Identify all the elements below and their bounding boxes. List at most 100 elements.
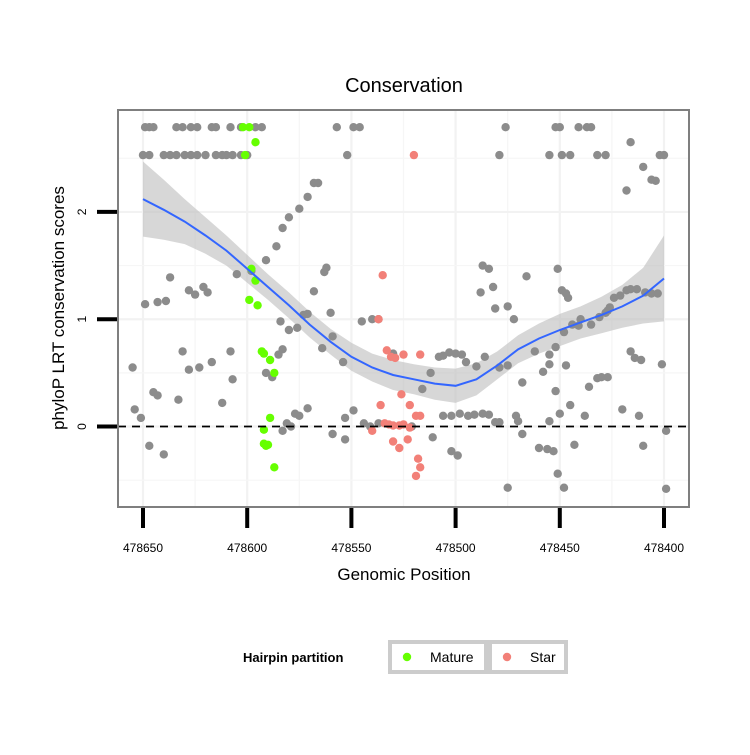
other-point: [636, 355, 646, 365]
other-point: [453, 451, 462, 460]
star-point: [416, 463, 425, 472]
other-point: [165, 273, 175, 282]
other-point: [461, 357, 471, 367]
star-point: [399, 350, 408, 359]
other-point: [661, 426, 671, 435]
mature-point: [240, 150, 250, 160]
x-tick-label: 478500: [436, 541, 476, 555]
x-axis: 478650 478600 478550 478500 478450 478400: [123, 508, 684, 555]
other-point: [553, 469, 562, 478]
other-point: [545, 150, 554, 160]
star-point: [368, 426, 377, 435]
other-point: [145, 441, 154, 450]
other-point: [272, 242, 281, 251]
other-point: [618, 405, 627, 414]
other-point: [534, 443, 544, 453]
other-point: [495, 150, 504, 160]
star-point: [411, 471, 421, 481]
other-point: [172, 123, 181, 132]
other-point: [140, 300, 150, 309]
other-point: [218, 398, 227, 408]
other-point: [549, 447, 558, 456]
other-point: [318, 344, 327, 353]
mature-point: [259, 425, 269, 434]
mature-point: [270, 368, 279, 378]
other-point: [284, 325, 294, 335]
star-point: [391, 353, 400, 363]
legend-key-star: [488, 640, 568, 674]
other-point: [501, 123, 510, 132]
other-point: [616, 291, 625, 300]
other-point: [193, 150, 202, 160]
other-point: [357, 317, 366, 326]
x-tick-label: 478400: [644, 541, 684, 555]
other-point: [180, 150, 189, 160]
other-point: [445, 348, 454, 357]
other-point: [261, 256, 271, 265]
legend-title: Hairpin partition: [243, 650, 343, 665]
other-point: [632, 285, 642, 294]
other-point: [303, 309, 312, 319]
plot-panel-border: [117, 109, 690, 508]
star-point: [409, 150, 419, 160]
other-point: [174, 395, 183, 404]
other-point: [295, 204, 304, 213]
confidence-band-group: [143, 161, 664, 403]
other-point: [349, 406, 358, 415]
other-point: [574, 123, 583, 132]
other-point: [340, 413, 350, 423]
other-point: [553, 264, 562, 273]
other-point: [193, 123, 202, 132]
other-point: [566, 400, 575, 410]
other-point: [278, 426, 287, 435]
other-point: [332, 123, 341, 132]
other-point: [518, 378, 527, 387]
other-point: [570, 440, 579, 449]
other-point: [476, 288, 485, 297]
other-point: [653, 289, 662, 298]
other-point: [661, 484, 671, 493]
mature-point: [251, 138, 260, 147]
other-point: [586, 320, 596, 329]
other-point: [130, 405, 139, 414]
other-point: [586, 123, 596, 132]
other-point: [228, 150, 237, 160]
mature-point: [238, 123, 248, 132]
other-point: [488, 282, 498, 292]
star-point: [413, 454, 423, 463]
other-point: [274, 350, 283, 359]
other-point: [478, 261, 487, 270]
other-point: [374, 419, 383, 428]
other-point: [295, 411, 304, 420]
other-point: [639, 162, 648, 172]
other-point: [368, 315, 377, 324]
other-point: [153, 391, 162, 400]
other-point: [282, 419, 291, 428]
other-point: [190, 290, 200, 299]
points-group: [128, 123, 671, 493]
y-axis-label: phyloP LRT conservation scores: [49, 186, 68, 430]
other-point: [328, 429, 337, 439]
other-point: [545, 350, 554, 359]
x-tick-label: 478600: [227, 541, 267, 555]
mature-point: [261, 441, 271, 450]
other-point: [328, 332, 337, 341]
other-point: [284, 213, 294, 222]
other-point: [626, 347, 635, 356]
star-point: [405, 423, 414, 432]
other-point: [303, 404, 312, 413]
smooth-curve-group: [142, 198, 665, 387]
other-point: [159, 450, 168, 459]
x-axis-label: Genomic Position: [337, 565, 470, 584]
other-point: [186, 123, 196, 132]
other-point: [597, 373, 606, 382]
star-point: [416, 350, 425, 359]
other-point: [172, 150, 181, 160]
mature-point: [253, 301, 262, 310]
other-point: [622, 186, 631, 195]
other-point: [359, 419, 369, 428]
mature-point: [265, 413, 275, 423]
other-point: [561, 361, 571, 370]
